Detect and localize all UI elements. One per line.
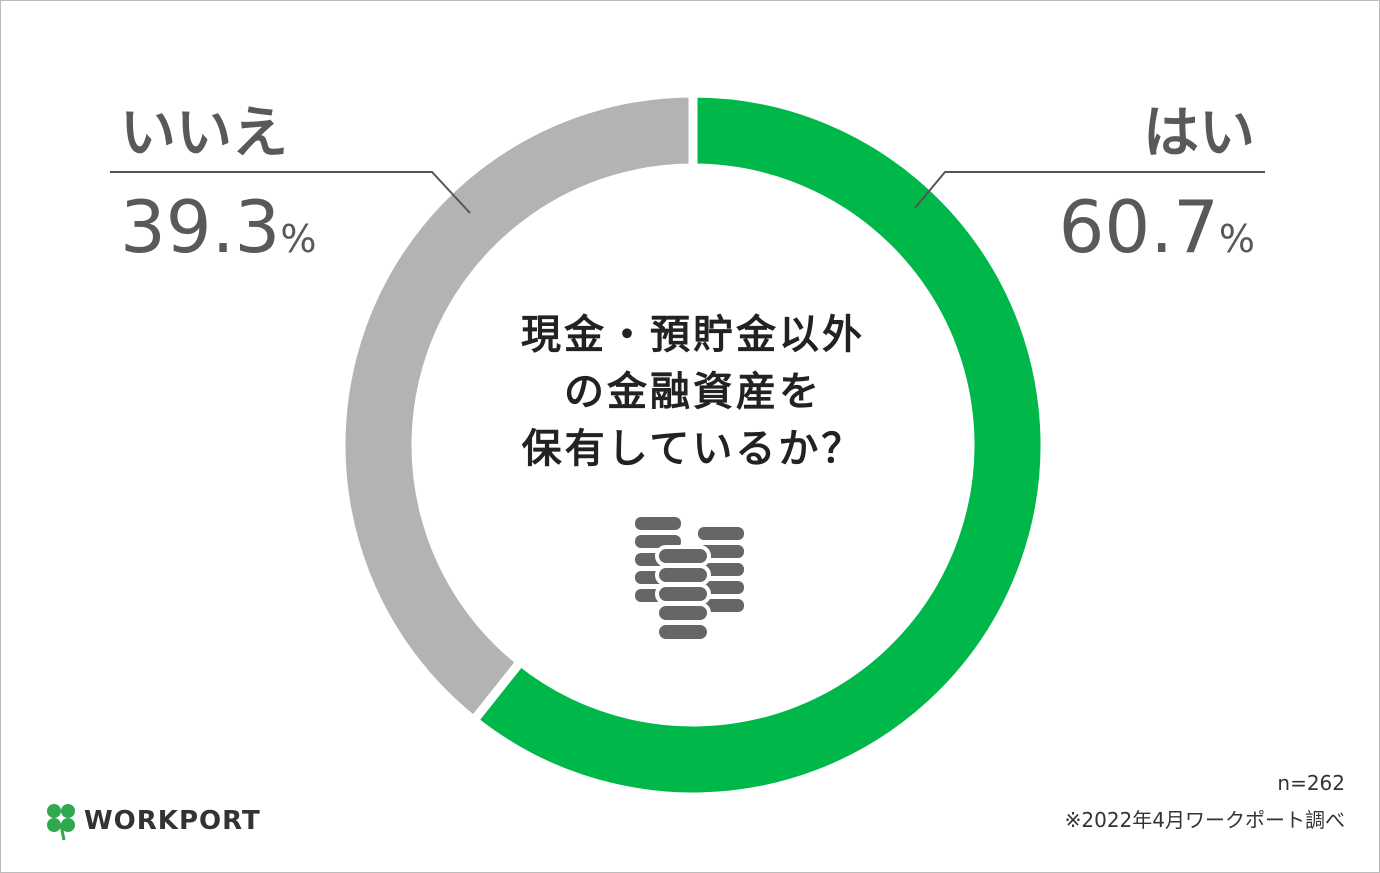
logo-mark bbox=[47, 804, 75, 841]
center-title: 現金・預貯金以外 bbox=[521, 312, 865, 358]
center-title: 保有しているか？ bbox=[522, 426, 865, 472]
center-title: の金融資産を bbox=[564, 369, 822, 415]
category-label: はい bbox=[1143, 101, 1255, 166]
donut-segment bbox=[467, 88, 1050, 802]
category-label: いいえ bbox=[120, 101, 288, 166]
sample-size: n=262 bbox=[1277, 771, 1345, 795]
logo-text: WORKPORT bbox=[84, 806, 261, 836]
leader-line bbox=[110, 171, 471, 214]
leader-line bbox=[914, 171, 1265, 209]
donut-segment bbox=[336, 88, 698, 727]
value-label: 39.3% bbox=[120, 185, 316, 269]
value-label: 60.7% bbox=[1059, 185, 1255, 269]
source-note: ※2022年4月ワークポート調べ bbox=[1065, 808, 1345, 832]
coin-icon bbox=[631, 513, 748, 643]
